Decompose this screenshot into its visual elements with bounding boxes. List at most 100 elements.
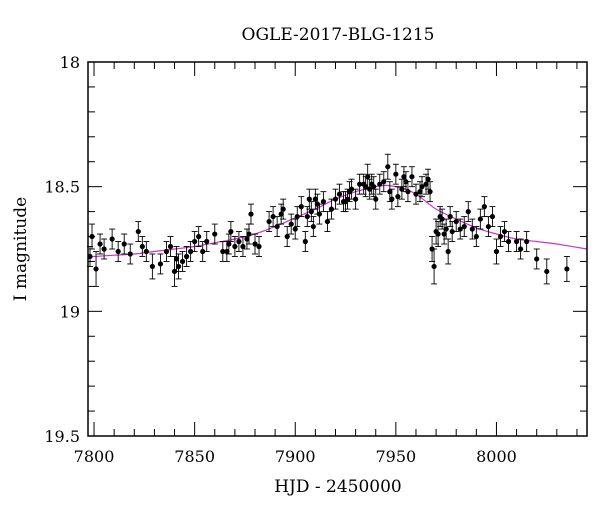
data-marker [353, 196, 359, 202]
data-marker [513, 238, 520, 245]
data-point [195, 226, 202, 247]
data-point [517, 238, 524, 260]
data-marker [252, 241, 258, 247]
data-marker [473, 233, 479, 240]
data-marker [441, 231, 447, 237]
data-marker [524, 238, 530, 245]
data-point [431, 248, 438, 285]
data-point [298, 196, 305, 218]
data-point [469, 218, 476, 240]
data-point [247, 203, 254, 225]
data-point [465, 201, 472, 223]
data-point [543, 258, 550, 285]
data-point [336, 183, 343, 205]
data-marker [387, 189, 393, 195]
data-point [453, 211, 460, 232]
data-marker [292, 226, 298, 232]
data-marker [284, 233, 290, 240]
x-tick-label: 8000 [476, 447, 517, 466]
data-marker [489, 213, 496, 220]
data-marker [304, 213, 310, 220]
data-point [376, 173, 383, 195]
data-point [412, 183, 419, 205]
data-marker [270, 213, 276, 220]
data-point [225, 233, 232, 255]
data-point [157, 253, 164, 275]
tick-labels: 7800 7850 7900 7950 8000 18 18.5 19 19.5 [44, 53, 516, 466]
data-marker [417, 189, 423, 195]
data-point [408, 166, 415, 188]
data-point [533, 248, 540, 270]
data-marker [188, 248, 194, 255]
data-marker [534, 256, 540, 262]
data-marker [332, 196, 339, 202]
data-point [497, 226, 504, 247]
data-point [392, 163, 399, 185]
data-point [441, 223, 448, 245]
data-marker [409, 174, 415, 180]
data-point [135, 221, 142, 242]
data-point [328, 198, 335, 220]
x-axis-label: HJD - 2450000 [274, 477, 402, 497]
data-point [457, 218, 464, 240]
data-marker [220, 248, 226, 255]
data-marker [371, 184, 377, 190]
data-point [231, 236, 238, 257]
data-point [316, 203, 323, 225]
data-marker [266, 218, 272, 225]
data-marker [294, 213, 300, 220]
data-marker [431, 263, 437, 270]
data-marker [393, 171, 399, 177]
data-point [294, 206, 301, 228]
data-marker [246, 231, 252, 237]
data-point [266, 211, 273, 232]
data-point [139, 236, 146, 257]
data-point [302, 231, 309, 252]
data-marker [453, 218, 459, 225]
axis-ticks [88, 61, 587, 437]
x-tick-label: 7800 [74, 447, 115, 466]
data-point [274, 216, 281, 237]
data-marker [288, 221, 294, 227]
data-marker [196, 233, 202, 240]
data-point [493, 238, 500, 265]
data-marker [115, 248, 121, 255]
data-marker [320, 199, 327, 205]
data-marker [481, 204, 487, 210]
data-point [292, 218, 299, 240]
data-marker [564, 266, 570, 272]
data-marker [310, 223, 316, 230]
data-marker [328, 206, 335, 212]
data-point [384, 153, 391, 180]
data-marker [363, 184, 369, 190]
data-marker [505, 238, 512, 245]
data-marker [302, 238, 308, 245]
data-point [109, 228, 116, 250]
data-point [252, 233, 259, 255]
data-point [419, 176, 426, 198]
data-point [447, 206, 454, 228]
data-marker [447, 213, 453, 220]
data-point [404, 181, 411, 203]
data-marker [518, 246, 524, 252]
data-marker [469, 226, 475, 232]
data-point [461, 216, 468, 237]
data-points-layer [87, 153, 570, 287]
data-marker [228, 228, 234, 235]
data-point [439, 208, 446, 230]
data-marker [204, 238, 210, 245]
data-marker [121, 241, 127, 247]
data-point [304, 206, 311, 228]
data-point [191, 231, 198, 252]
data-point [505, 231, 512, 252]
data-marker [143, 248, 149, 255]
data-point [163, 241, 170, 262]
data-marker [200, 248, 206, 255]
data-marker [139, 243, 145, 250]
data-marker [278, 211, 284, 217]
data-point [398, 178, 405, 200]
data-marker [244, 236, 250, 242]
data-marker [493, 248, 500, 255]
data-point [288, 213, 295, 235]
data-point [93, 251, 100, 287]
